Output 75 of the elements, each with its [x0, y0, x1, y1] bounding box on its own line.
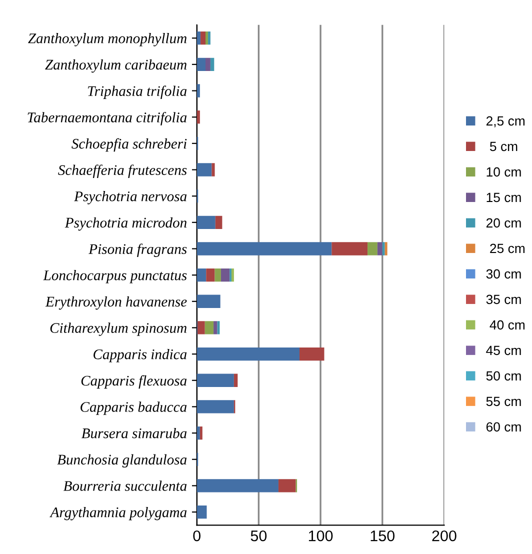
y-tick-label: Erythroxylon havanense	[45, 296, 187, 310]
x-tick-label: 50	[250, 530, 267, 542]
legend-label: 35 cm	[486, 294, 521, 304]
bar	[382, 242, 385, 256]
y-tick-label: Lonchocarpus punctatus	[43, 270, 187, 284]
x-tick-label: 100	[308, 530, 333, 542]
y-tick-label: Capparis indica	[94, 348, 187, 362]
bar	[196, 479, 278, 492]
bar	[196, 294, 220, 308]
y-tick-label: Citharexylum spinosum	[50, 322, 186, 336]
bar	[332, 242, 368, 256]
bar	[214, 268, 221, 282]
y-tick-label: Argythamnia polygama	[50, 506, 187, 520]
bar	[231, 268, 234, 282]
y-tick-label: Capparis flexuosa	[81, 375, 187, 389]
legend-label: 60 cm	[486, 422, 521, 432]
bar	[200, 32, 206, 45]
bar	[215, 216, 222, 229]
bar	[208, 32, 210, 45]
legend-label: 55 cm	[486, 396, 521, 406]
bar	[220, 268, 230, 282]
y-tick-label: Schoepfia schreberi	[72, 138, 187, 152]
x-tick-label: 0	[193, 530, 200, 542]
bar	[217, 321, 220, 334]
bar	[196, 110, 200, 124]
bar	[196, 242, 332, 256]
legend-label: 5 cm	[490, 142, 518, 152]
x-tick-label: 200	[432, 530, 456, 542]
bar	[214, 321, 218, 334]
y-tick-label: Bursera simaruba	[82, 428, 187, 438]
bar	[212, 163, 215, 176]
bar	[196, 163, 212, 176]
bar	[196, 58, 206, 72]
y-tick-label: Tabernaemontana citrifolia	[28, 112, 187, 126]
bar	[196, 84, 200, 98]
legend-label: 50 cm	[486, 371, 521, 381]
legend-label: 20 cm	[486, 218, 521, 228]
bar	[196, 32, 201, 45]
bar	[300, 347, 324, 361]
legend-label: 30 cm	[486, 269, 521, 279]
bar	[196, 374, 234, 387]
bar	[210, 58, 214, 72]
bar	[196, 216, 216, 229]
legend-label: 25 cm	[490, 244, 525, 254]
bar	[377, 242, 382, 256]
legend-label: 15 cm	[486, 192, 521, 202]
y-tick-label: Psychotria nervosa	[74, 191, 187, 204]
bar	[234, 374, 238, 387]
bar	[197, 321, 205, 334]
bar	[196, 347, 300, 361]
bar	[206, 58, 210, 72]
legend-label: 40 cm	[490, 320, 525, 330]
y-tick-label: Schaefferia frutescens	[58, 164, 187, 178]
y-tick-label: Psychotria microdon	[64, 217, 187, 231]
bar	[200, 426, 202, 440]
legend-label: 2,5 cm	[486, 116, 525, 128]
y-tick-label: Zanthoxylum monophyllum	[28, 33, 187, 46]
bar	[196, 268, 206, 282]
bar	[196, 400, 234, 414]
y-tick-label: Capparis baducca	[80, 402, 187, 415]
legend-label: 45 cm	[486, 346, 521, 356]
bar	[384, 242, 388, 256]
y-tick-label: Pisonia fragrans	[88, 244, 187, 257]
bar	[196, 505, 207, 519]
bar	[278, 479, 296, 492]
bar	[196, 426, 200, 440]
y-tick-label: Triphasia trifolia	[88, 86, 187, 99]
y-tick-label: Bunchosia glandulosa	[57, 454, 187, 468]
y-tick-label: Bourreria succulenta	[63, 480, 187, 491]
x-tick-label: 150	[370, 530, 395, 542]
bar	[204, 321, 214, 334]
bar	[368, 242, 378, 256]
legend-label: 10 cm	[486, 167, 521, 177]
bar	[206, 268, 215, 282]
y-tick-label: Zanthoxylum caribaeum	[45, 59, 186, 73]
